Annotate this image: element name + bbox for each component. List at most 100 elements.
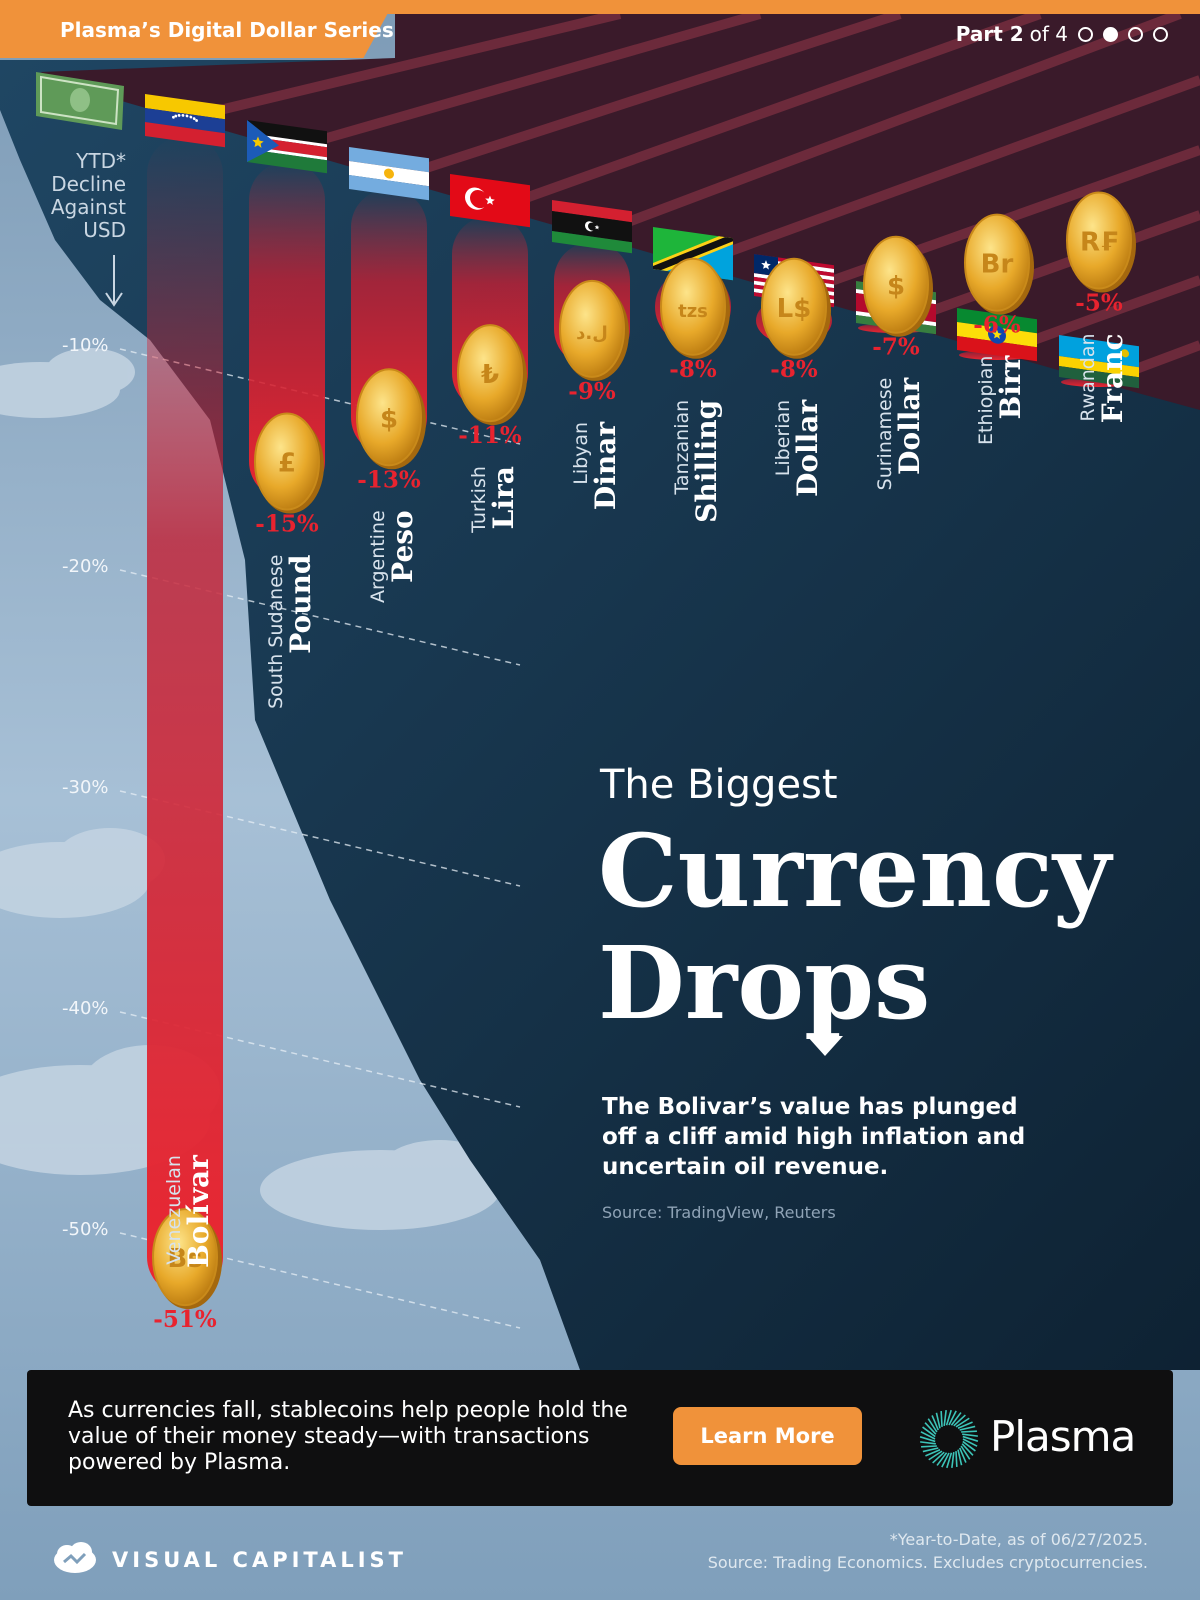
currency-name: Pound: [284, 555, 317, 654]
y-axis-label-line2: Decline: [51, 172, 126, 196]
roof-stripes: [218, 9, 1200, 380]
plasma-logo-ray: [962, 1438, 978, 1447]
coin-rwanda: [1066, 191, 1132, 290]
coin-symbol: Bs: [167, 1244, 202, 1274]
bar-south-sudan: [249, 162, 325, 500]
flag-venezuela: [145, 94, 225, 148]
plasma-logo-ray: [920, 1431, 936, 1440]
series-label: Plasma’s Digital Dollar Series: [60, 18, 394, 42]
flag-rwanda: [1059, 335, 1139, 389]
country-name: Liberian: [772, 400, 794, 476]
country-name: Turkish: [468, 466, 490, 534]
y-tick-label: -10%: [62, 335, 109, 356]
country-name: South Sudanese: [265, 555, 287, 709]
plasma-logo-ray: [922, 1426, 936, 1438]
coin-symbol: $: [887, 272, 905, 302]
part-dot-2[interactable]: [1103, 26, 1118, 42]
plasma-logo-icon[interactable]: [918, 1408, 980, 1470]
plasma-logo-ray: [960, 1445, 971, 1460]
plasma-logo-ray: [959, 1425, 976, 1431]
plasma-logo-ray: [962, 1440, 976, 1452]
promo-panel: [27, 1370, 1173, 1506]
title-line2: Drops: [598, 924, 931, 1042]
currency-name: Dinar: [589, 421, 622, 510]
visual-capitalist-logo-icon[interactable]: [52, 1540, 98, 1576]
part-dot-1[interactable]: [1078, 26, 1093, 42]
coin-ethiopia: [964, 213, 1030, 312]
y-tick-label: -30%: [62, 777, 109, 798]
value-label: -13%: [357, 466, 421, 493]
currency-name: Birr: [994, 354, 1027, 419]
plasma-logo-ray: [961, 1443, 974, 1456]
title-arrow-icon: [807, 1010, 843, 1056]
part-number: Part 2: [955, 22, 1024, 46]
value-label: -6%: [973, 312, 1021, 339]
part-dot-3[interactable]: [1128, 26, 1143, 42]
currency-label-ethiopia: EthiopianBirr: [975, 354, 1027, 445]
y-tick-label: -40%: [62, 998, 109, 1019]
y-tick-label: -50%: [62, 1219, 109, 1240]
plasma-logo-ray: [951, 1452, 955, 1468]
coin-symbol: Br: [981, 250, 1014, 280]
plasma-logo-ray: [921, 1445, 937, 1448]
y-axis-label-line1: YTD*: [76, 149, 126, 173]
series-banner: [0, 0, 395, 58]
plasma-logo-ray: [924, 1422, 937, 1435]
subtitle: The Bolivar’s value has plunged off a cl…: [602, 1094, 1026, 1180]
plasma-logo-ray: [922, 1447, 939, 1453]
plasma-logo-ray: [935, 1412, 941, 1429]
currency-label-turkey: TurkishLira: [468, 466, 520, 534]
footnote: *Year-to-Date, as of 06/27/2025. Source:…: [708, 1528, 1148, 1574]
footnote-line1: *Year-to-Date, as of 06/27/2025.: [889, 1530, 1148, 1549]
flag-ethiopia: [957, 308, 1037, 362]
currency-name: Shilling: [690, 400, 723, 523]
coin-tanzania: [660, 257, 726, 356]
plasma-logo-ray: [958, 1447, 967, 1463]
plasma-logo-ray: [962, 1433, 978, 1437]
plasma-logo-ray: [953, 1414, 966, 1427]
currency-label-suriname: SurinameseDollar: [874, 376, 926, 490]
country-name: Venezuelan: [163, 1155, 185, 1265]
coin-symbol: ل.د: [576, 323, 608, 344]
learn-more-button[interactable]: Learn More: [673, 1407, 862, 1465]
y-axis-label: YTD* Decline Against USD: [20, 150, 126, 242]
country-name: Surinamese: [874, 378, 896, 491]
plasma-logo-ray: [943, 1410, 947, 1426]
value-label: -8%: [669, 356, 717, 383]
part-dot-4[interactable]: [1153, 26, 1168, 42]
flag-libya: [552, 200, 632, 254]
value-label: -5%: [1075, 290, 1123, 317]
brand-name[interactable]: Plasma: [990, 1412, 1136, 1461]
plasma-logo-ray: [928, 1450, 943, 1461]
bars: Bs -51% VenezuelanBolívar £ -15% South Sudane…: [145, 94, 1139, 1333]
coin-symbol: L$: [777, 294, 812, 324]
coin-symbol: tzs: [678, 301, 708, 322]
plasma-logo-ray: [920, 1441, 936, 1445]
down-arrow-icon: [105, 255, 123, 307]
plasma-logo-ray: [948, 1410, 957, 1426]
y-axis-label-line3: Against: [50, 195, 126, 219]
currency-name: Peso: [386, 510, 419, 583]
plasma-logo-ray: [962, 1435, 979, 1442]
country-name: Tanzanian: [671, 400, 693, 496]
coin-symbol: R₣: [1080, 228, 1118, 258]
plasma-logo-ray: [946, 1452, 953, 1469]
coin-argentina: [356, 368, 422, 467]
coin-symbol: £: [278, 449, 296, 479]
title-line1: Currency: [598, 812, 1111, 930]
plasma-logo-ray: [919, 1436, 936, 1443]
plasma-logo-ray: [955, 1451, 958, 1467]
plasma-logo-ray: [931, 1415, 940, 1431]
flag-south-sudan: [247, 120, 327, 174]
y-axis-label-line4: USD: [83, 218, 126, 242]
coin-turkey: [457, 324, 523, 423]
coin-libya: [559, 279, 625, 378]
coin-south-sudan: [254, 412, 320, 511]
part-total: of 4: [1029, 22, 1068, 46]
plasma-logo-ray: [941, 1452, 950, 1468]
publisher-name[interactable]: VISUAL CAPITALIST: [112, 1548, 408, 1572]
value-label: -15%: [255, 511, 319, 538]
currency-label-libya: LibyanDinar: [570, 421, 622, 510]
